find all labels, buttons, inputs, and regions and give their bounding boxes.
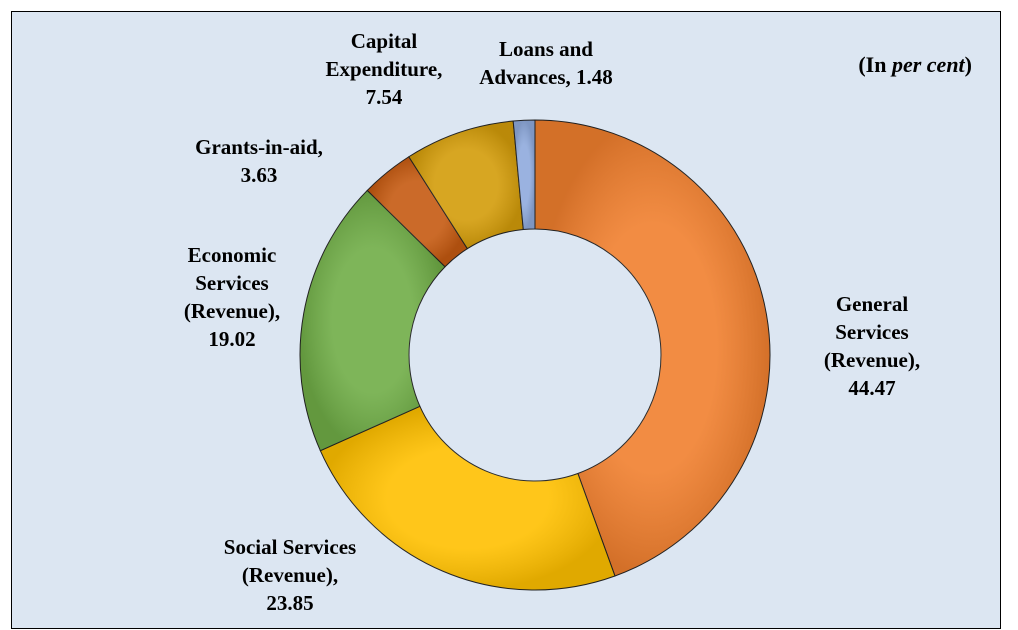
slice-shading-grants-in-aid (367, 156, 468, 267)
donut-chart: General Services (Revenue), 44.47 Social Ser… (184, 29, 972, 615)
slice-shading-economic-services-revenue (300, 190, 446, 451)
data-label-grants-in-aid: Grants-in-aid, 3.63 (195, 135, 323, 187)
data-label-capital-expenditure: Capital Expenditure, 7.54 (326, 29, 443, 109)
unit-note: (In per cent) (858, 52, 972, 77)
slice-shading-capital-expenditure (408, 121, 524, 249)
data-label-general-services-revenue: General Services (Revenue), 44.47 (824, 292, 920, 400)
chart-frame: General Services (Revenue), 44.47 Social Ser… (11, 11, 1001, 629)
slice-shading-social-services-revenue (320, 406, 615, 590)
slice-shading-general-services-revenue (535, 120, 770, 576)
data-label-social-services-revenue: Social Services (Revenue), 23.85 (224, 535, 356, 615)
data-label-loans-and-advances: Loans and Advances, 1.48 (479, 37, 613, 89)
slice-shading-loans-and-advances (513, 120, 535, 230)
data-label-economic-services-revenue: Economic Services (Revenue), 19.02 (184, 243, 280, 351)
